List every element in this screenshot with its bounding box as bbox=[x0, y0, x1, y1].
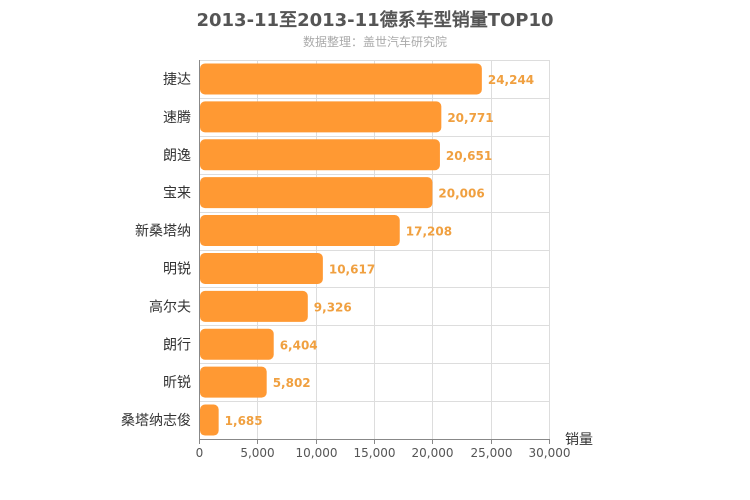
category-label: 朗行 bbox=[163, 337, 191, 353]
category-label: 桑塔纳志俊 bbox=[121, 413, 191, 429]
category-label: 朗逸 bbox=[163, 148, 191, 164]
bar-5 bbox=[200, 215, 400, 247]
x-tick-label: 5,000 bbox=[240, 446, 274, 460]
x-tick-label: 0 bbox=[196, 446, 204, 460]
category-label: 宝来 bbox=[163, 186, 191, 202]
bar-7 bbox=[200, 290, 308, 322]
category-label: 速腾 bbox=[163, 109, 191, 126]
category-label: 捷达 bbox=[163, 72, 191, 88]
bar-3 bbox=[200, 139, 440, 171]
x-tick-label: 25,000 bbox=[471, 446, 513, 460]
x-tick-label: 15,000 bbox=[354, 446, 396, 460]
bar-6 bbox=[200, 252, 323, 284]
bar-2 bbox=[200, 101, 442, 133]
chart-subtitle: 数据整理：盖世汽车研究院 bbox=[302, 35, 447, 49]
bar-9 bbox=[200, 366, 267, 398]
axes bbox=[199, 60, 550, 444]
value-label: 10,617 bbox=[329, 262, 375, 276]
value-label: 9,326 bbox=[314, 300, 352, 314]
value-label: 24,244 bbox=[488, 73, 534, 87]
category-label: 高尔夫 bbox=[149, 298, 191, 315]
x-tick-label: 10,000 bbox=[296, 446, 338, 460]
value-label: 6,404 bbox=[280, 338, 318, 352]
bar-1 bbox=[200, 63, 482, 95]
bars bbox=[200, 63, 482, 436]
chart-title: 2013-11至2013-11德系车型销量TOP10 bbox=[196, 10, 554, 31]
value-label: 5,802 bbox=[273, 376, 311, 390]
x-axis-label: 销量 bbox=[565, 432, 593, 448]
value-label: 17,208 bbox=[406, 225, 452, 239]
category-label: 昕锐 bbox=[163, 375, 191, 391]
bar-10 bbox=[200, 404, 219, 436]
value-label: 20,006 bbox=[438, 187, 484, 201]
value-label: 20,771 bbox=[447, 111, 493, 125]
value-label: 1,685 bbox=[225, 414, 263, 428]
x-tick-label: 30,000 bbox=[529, 446, 571, 460]
labels: 24,244 捷达 20,771 速腾 20,651 朗逸 20,006 宝来 17,208 新桑… bbox=[121, 72, 571, 460]
bar-8 bbox=[200, 328, 274, 360]
category-label: 新桑塔纳 bbox=[135, 224, 191, 240]
bar-4 bbox=[200, 177, 433, 209]
grid-lines bbox=[199, 60, 550, 439]
x-tick-label: 20,000 bbox=[412, 446, 454, 460]
value-label: 20,651 bbox=[446, 149, 492, 163]
category-label: 明锐 bbox=[163, 261, 191, 277]
